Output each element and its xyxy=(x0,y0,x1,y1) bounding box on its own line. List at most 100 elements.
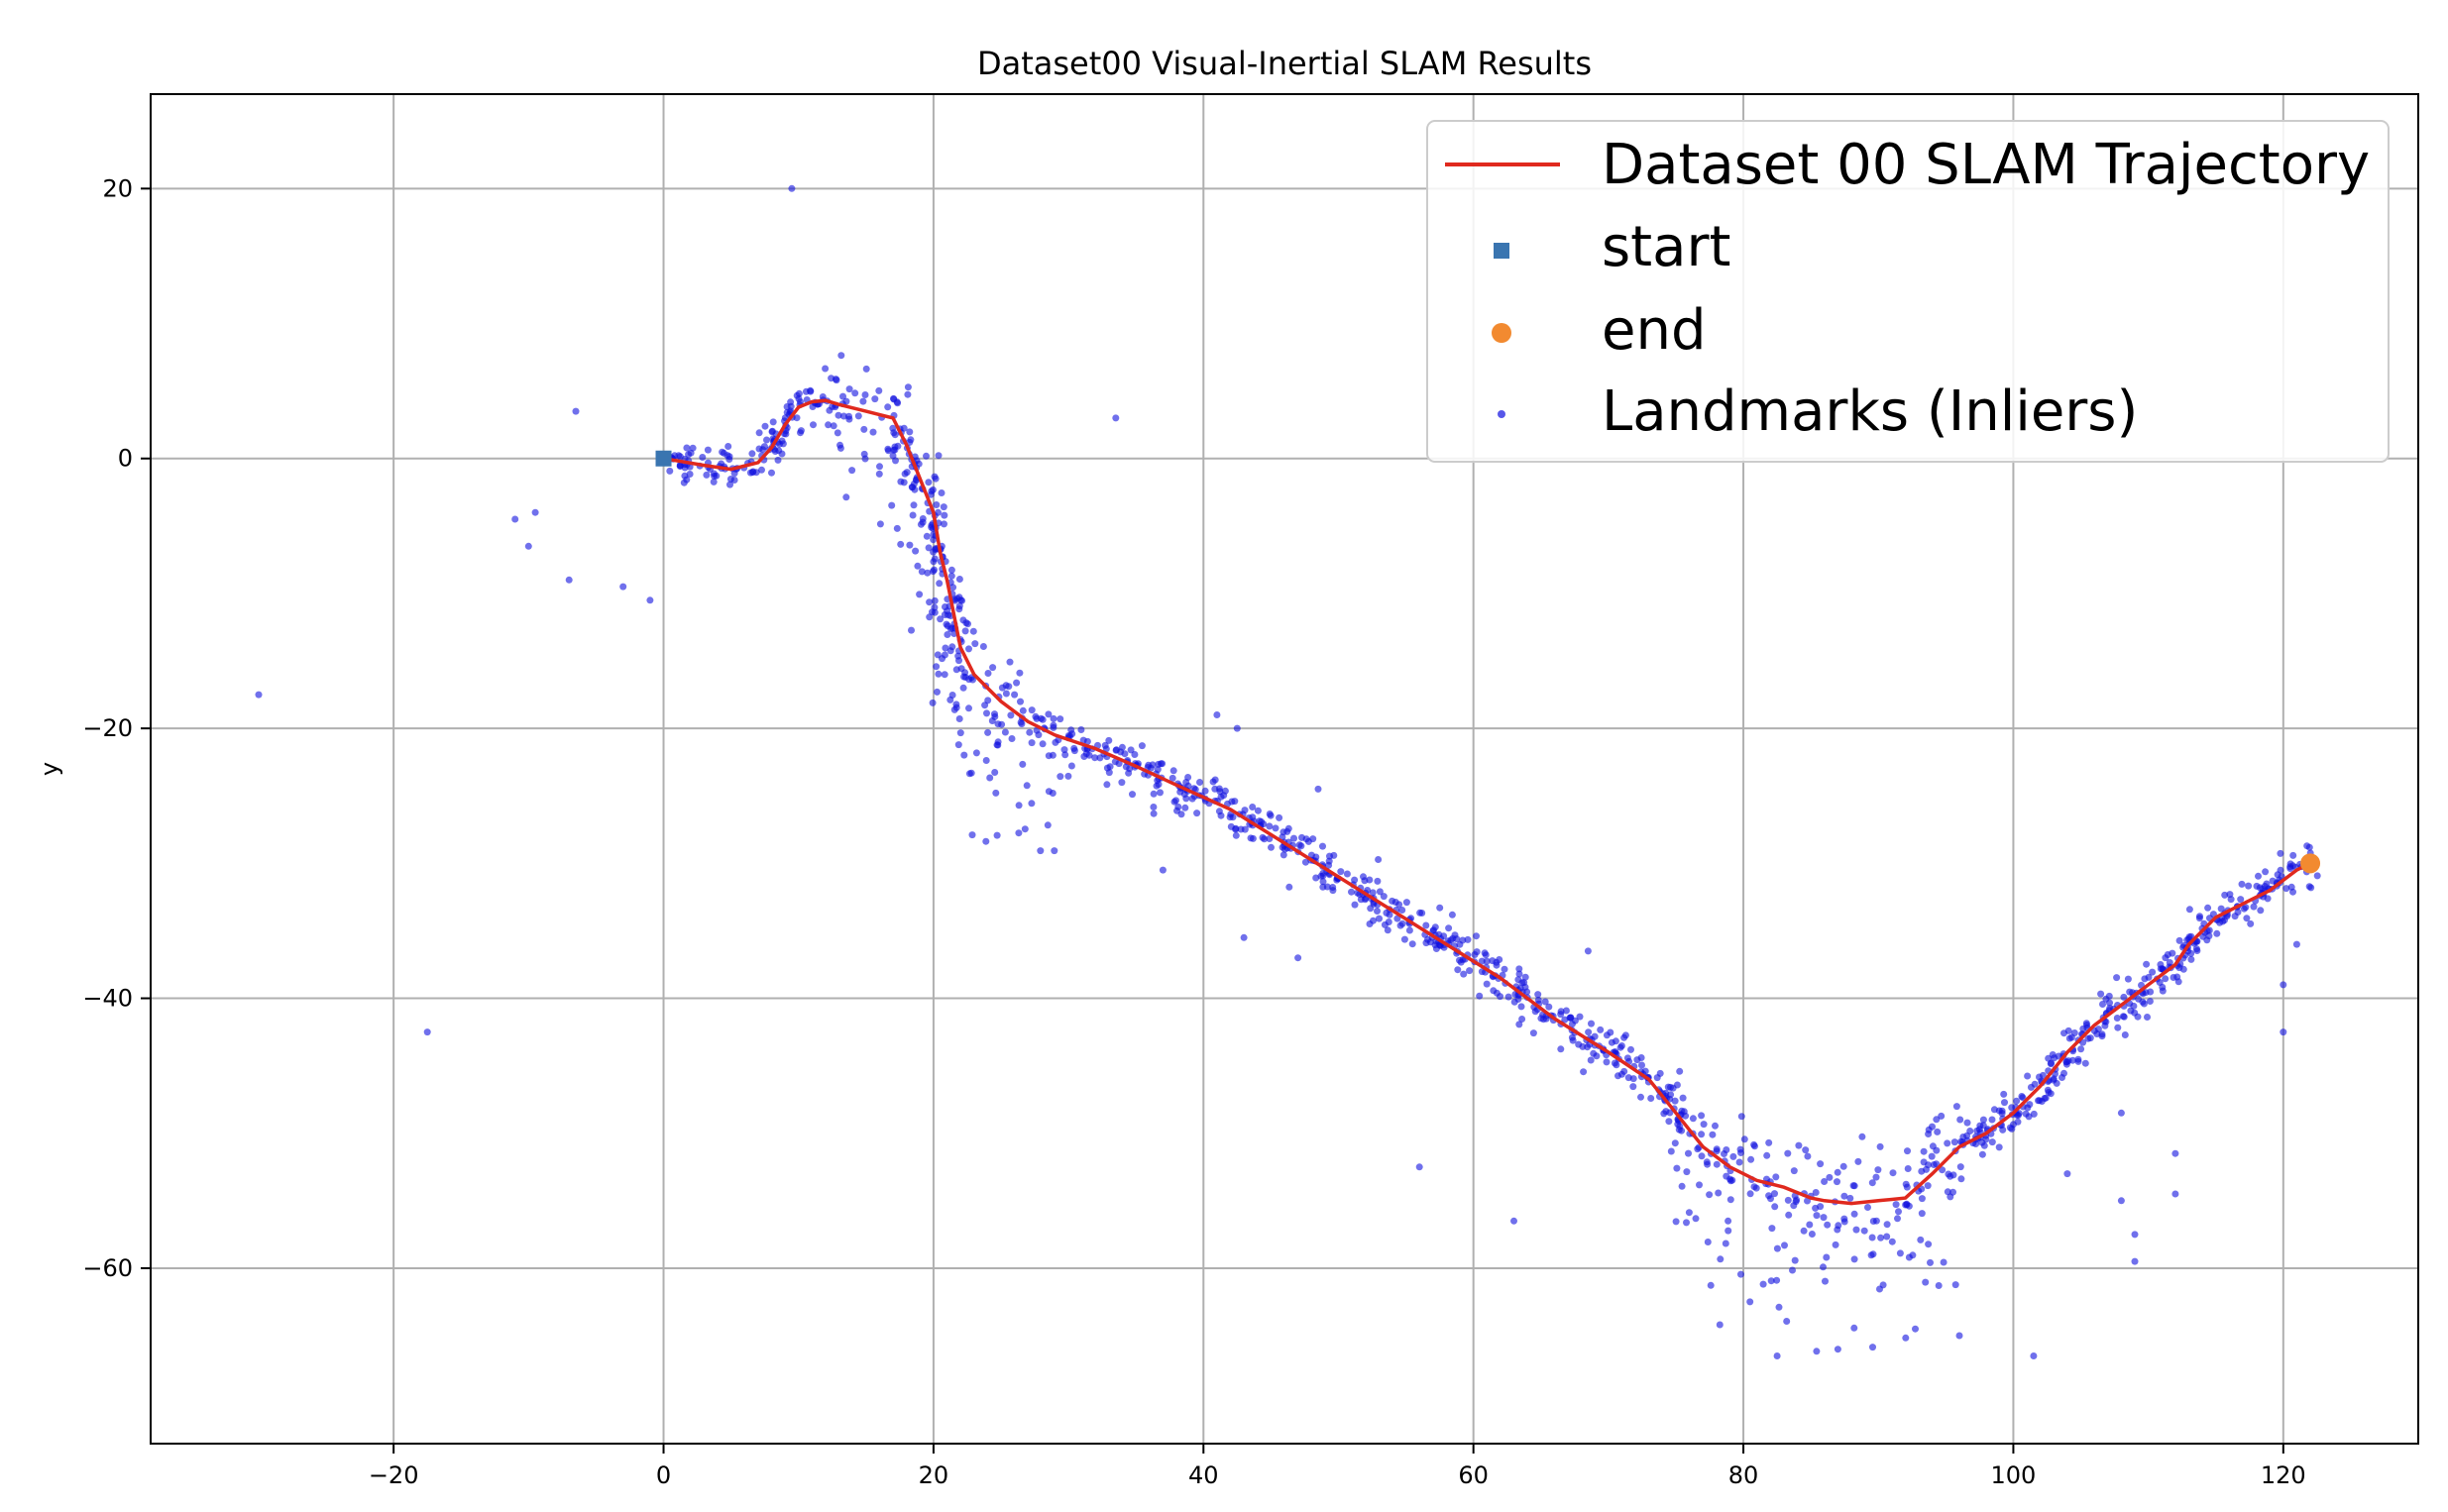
landmark-point xyxy=(2303,842,2311,850)
landmark-point xyxy=(825,421,833,429)
landmark-point xyxy=(1834,1346,1841,1353)
landmark-point xyxy=(1876,1142,1884,1150)
landmark-point xyxy=(971,640,979,648)
landmark-point xyxy=(1348,888,1355,896)
landmark-point xyxy=(1541,998,1549,1006)
landmark-point xyxy=(1912,1325,1919,1333)
landmark-point xyxy=(1118,779,1126,787)
landmark-point xyxy=(931,596,939,604)
landmark-point xyxy=(1319,878,1327,886)
landmark-point xyxy=(984,697,992,704)
landmark-point xyxy=(1301,858,1309,866)
landmark-point xyxy=(1904,1165,1912,1172)
landmark-point xyxy=(1096,754,1104,762)
landmark-point xyxy=(763,436,770,444)
landmark-point xyxy=(1735,1158,1743,1166)
landmark-point xyxy=(755,429,763,437)
landmark-point xyxy=(725,453,733,461)
landmark-point xyxy=(1478,968,1486,976)
landmark-point xyxy=(986,774,994,782)
landmark-point xyxy=(1294,954,1302,962)
landmark-point xyxy=(699,454,707,461)
landmark-point xyxy=(929,699,937,706)
landmark-point xyxy=(2044,1086,2052,1094)
landmark-point xyxy=(1067,762,1075,770)
landmark-point xyxy=(1241,825,1249,833)
landmark-point xyxy=(2060,1029,2067,1037)
landmark-point xyxy=(1995,1143,2003,1151)
landmark-point xyxy=(710,478,718,486)
landmark-point xyxy=(965,770,973,778)
landmark-point xyxy=(1091,754,1099,762)
landmark-point xyxy=(931,555,939,563)
landmark-point xyxy=(1672,1218,1680,1226)
landmark-point xyxy=(646,596,654,604)
landmark-point xyxy=(1106,763,1114,771)
landmark-point xyxy=(2238,880,2246,888)
legend-end-swatch xyxy=(1492,323,1511,343)
landmark-point xyxy=(1800,1227,1808,1235)
landmark-point xyxy=(1924,1182,1932,1190)
landmark-point xyxy=(845,415,853,423)
landmark-point xyxy=(1905,1202,1913,1210)
landmark-point xyxy=(1221,787,1229,795)
landmark-point xyxy=(1790,1167,1798,1175)
landmark-point xyxy=(875,386,883,394)
landmark-point xyxy=(2120,993,2128,1001)
landmark-point xyxy=(2292,940,2300,948)
landmark-point xyxy=(1001,728,1009,736)
landmark-point xyxy=(1623,1054,1631,1062)
x-tick-label: 20 xyxy=(919,1461,949,1489)
landmark-point xyxy=(923,532,931,540)
landmark-point xyxy=(748,469,756,477)
landmark-point xyxy=(1938,1112,1946,1120)
landmark-point xyxy=(822,365,830,373)
landmark-point xyxy=(1683,1219,1690,1227)
landmark-point xyxy=(2149,968,2157,976)
landmark-point xyxy=(2121,1031,2129,1038)
landmark-point xyxy=(914,562,922,570)
landmark-point xyxy=(1351,901,1359,909)
landmark-point xyxy=(2242,904,2250,912)
landmark-point xyxy=(1127,746,1135,754)
landmark-point xyxy=(1266,810,1274,817)
landmark-point xyxy=(1266,835,1274,842)
landmark-point xyxy=(834,429,841,437)
landmark-point xyxy=(941,520,947,528)
landmark-point xyxy=(1795,1141,1803,1149)
landmark-point xyxy=(1979,1116,1987,1124)
landmark-point xyxy=(1569,1036,1577,1044)
landmark-point xyxy=(903,469,911,477)
landmark-point xyxy=(876,520,884,528)
landmark-point xyxy=(1456,940,1464,948)
landmark-point xyxy=(1080,753,1088,760)
landmark-point xyxy=(1033,714,1041,722)
landmark-point xyxy=(910,480,918,487)
landmark-point xyxy=(1297,842,1305,850)
landmark-point xyxy=(2030,1110,2038,1118)
landmark-point xyxy=(1150,810,1158,817)
landmark-point xyxy=(1597,1026,1605,1033)
landmark-point xyxy=(884,445,892,453)
landmark-point xyxy=(2048,1059,2056,1067)
landmark-point xyxy=(1002,690,1010,698)
landmark-point xyxy=(1483,980,1491,988)
landmark-point xyxy=(1070,744,1078,752)
landmark-point xyxy=(1057,715,1064,723)
landmark-point xyxy=(1329,884,1337,891)
landmark-point xyxy=(1883,1221,1891,1229)
landmark-point xyxy=(1725,1227,1732,1235)
landmark-point xyxy=(979,643,987,650)
landmark-point xyxy=(1978,1150,1986,1158)
landmark-point xyxy=(1405,926,1413,934)
landmark-point xyxy=(1209,778,1217,786)
landmark-point xyxy=(1834,1226,1841,1234)
landmark-point xyxy=(1426,938,1434,946)
landmark-point xyxy=(1791,1256,1799,1264)
landmark-point xyxy=(719,448,726,456)
landmark-point xyxy=(1902,1334,1910,1342)
landmark-point xyxy=(1834,1178,1840,1186)
landmark-point xyxy=(1864,1204,1871,1211)
landmark-point xyxy=(930,568,937,576)
landmark-point xyxy=(1343,870,1351,878)
